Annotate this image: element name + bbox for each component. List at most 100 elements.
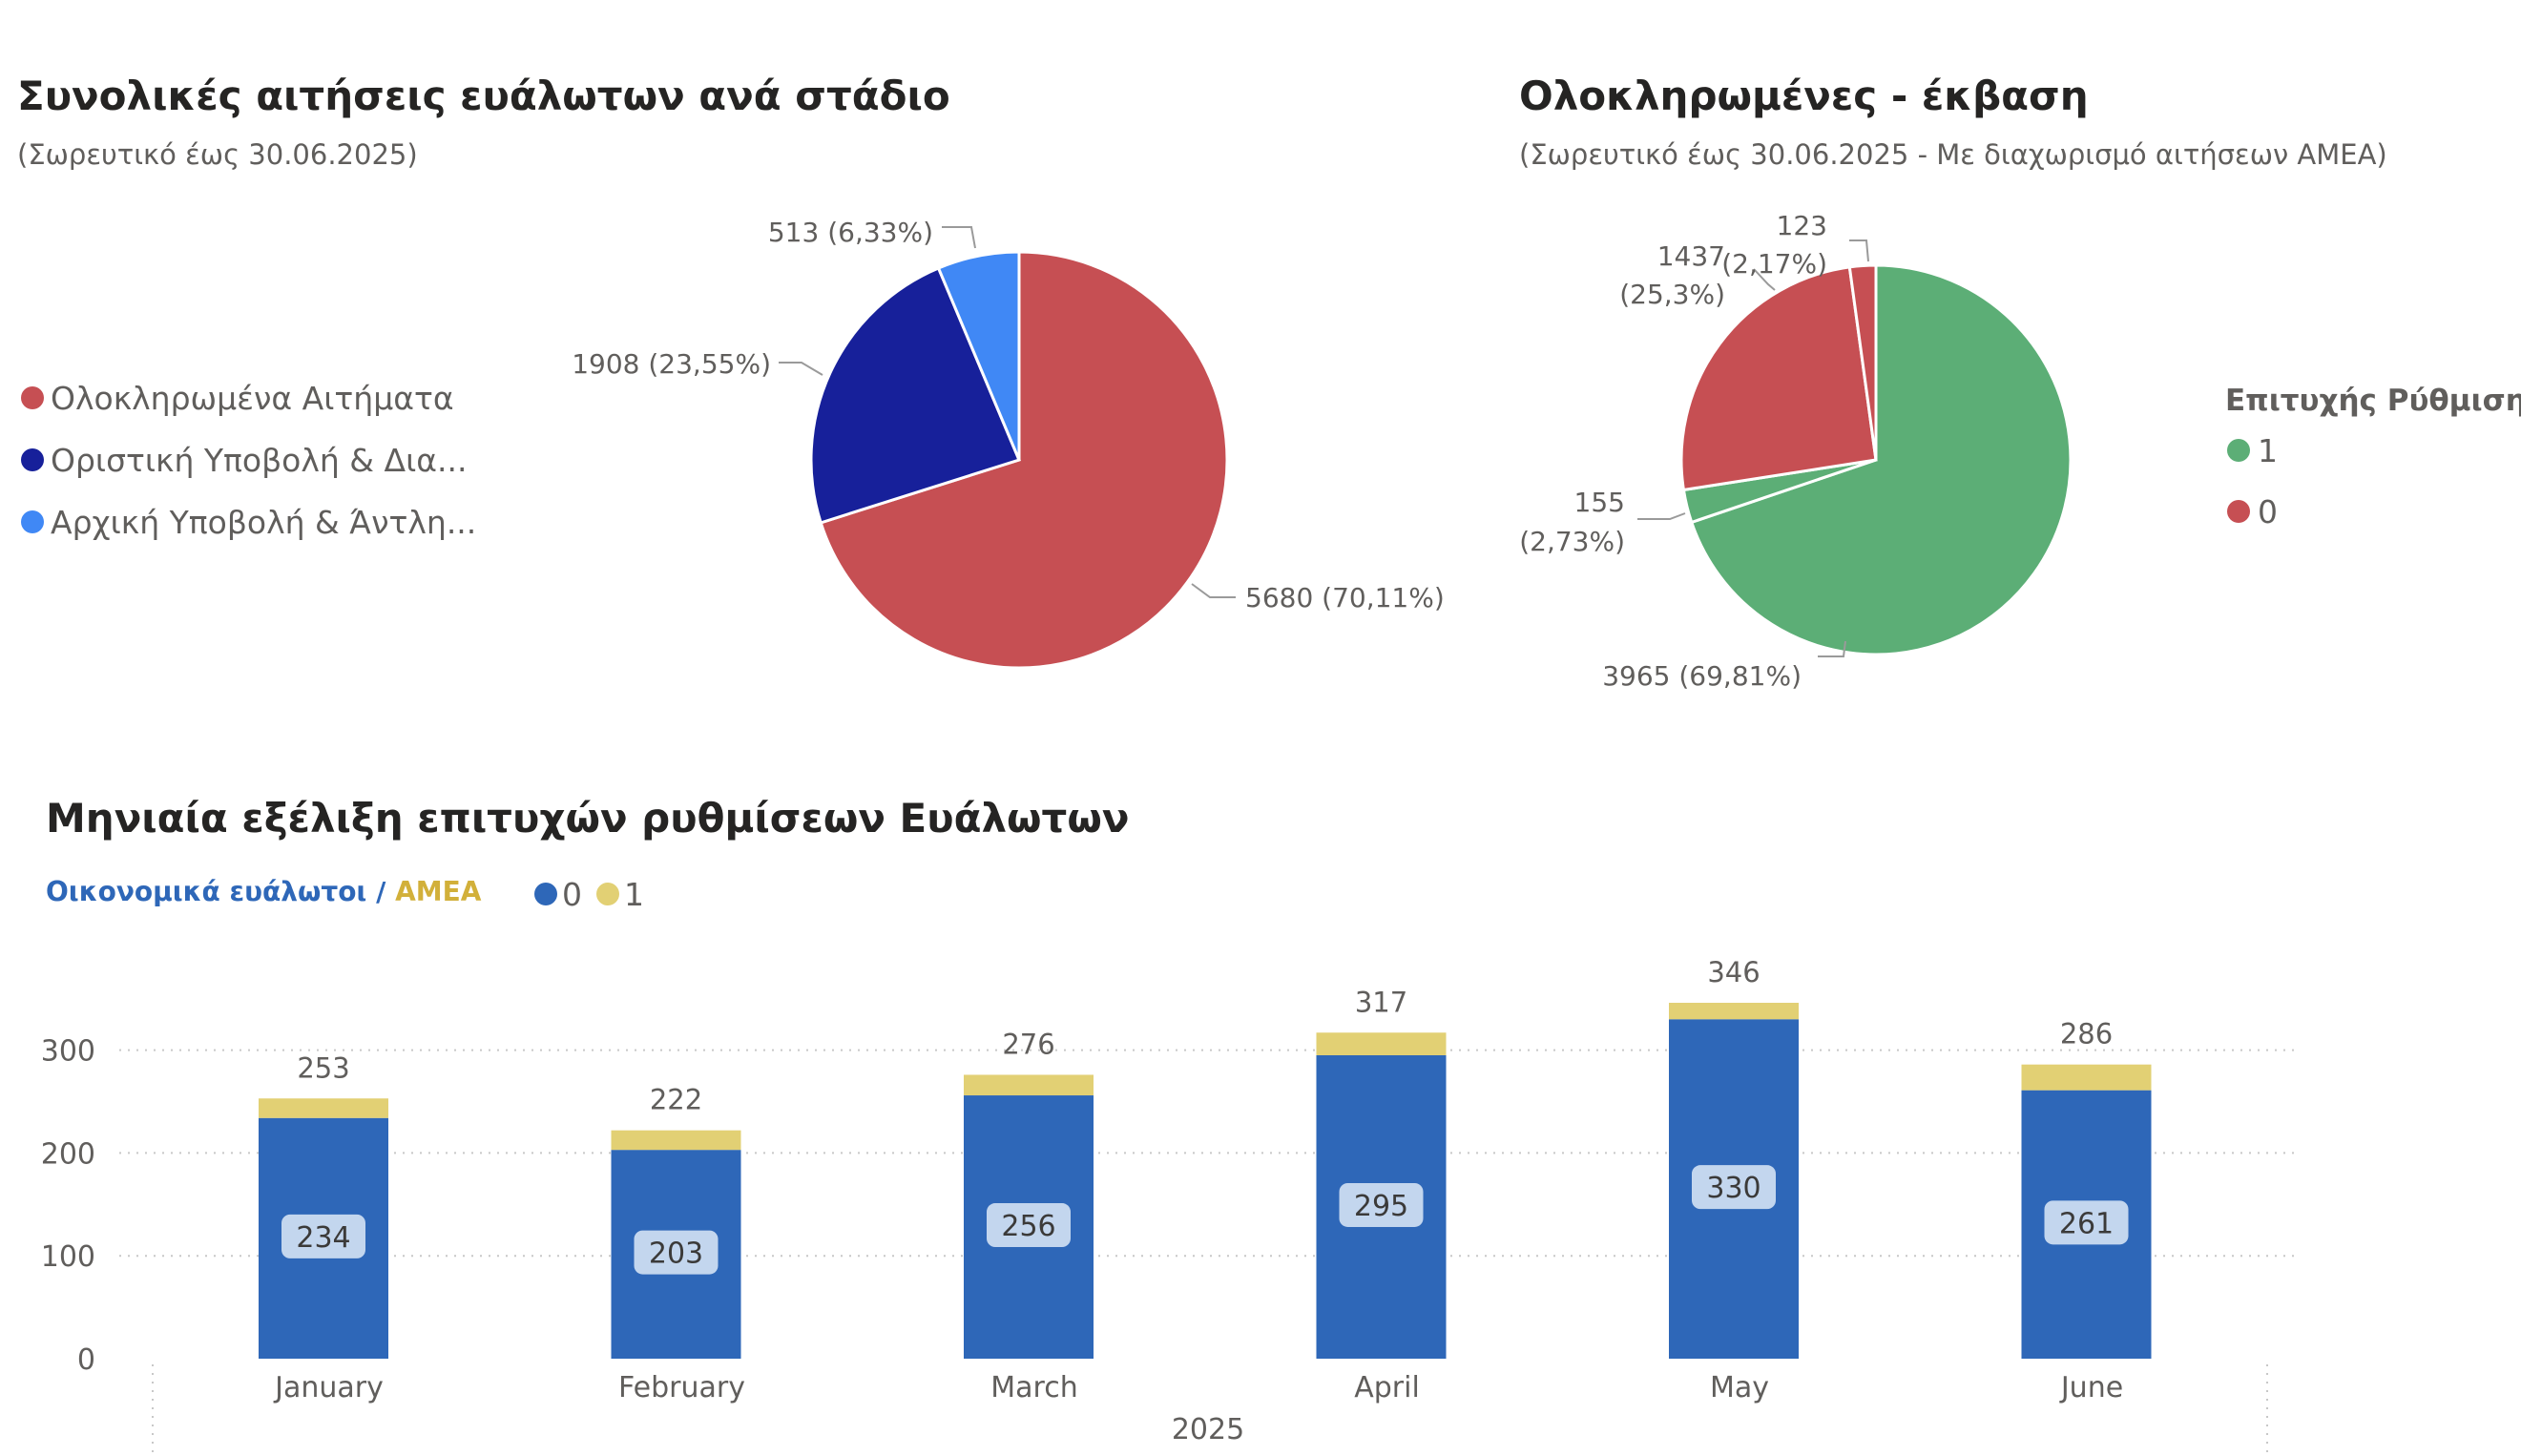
bar-series-1-june[interactable] bbox=[2021, 1064, 2152, 1091]
legend-swatch-series-1 bbox=[596, 883, 619, 905]
leader-line-success-main bbox=[1818, 640, 1846, 657]
bar-inner-label: 234 bbox=[296, 1221, 350, 1255]
left-chart-subtitle: (Σωρευτικό έως 30.06.2025) bbox=[17, 138, 418, 171]
legend-item-series-0[interactable]: 0 bbox=[534, 876, 582, 913]
legend-item-success-1[interactable]: 1 bbox=[2227, 432, 2278, 469]
bar-inner-label: 256 bbox=[1001, 1210, 1055, 1243]
y-gridlines bbox=[119, 1049, 2300, 1258]
bar-series-1-april[interactable] bbox=[1316, 1032, 1447, 1055]
right-panel: Ολοκληρωμένες - έκβαση (Σωρευτικό έως 30… bbox=[1519, 73, 2521, 692]
x-axis-year-label: 2025 bbox=[1172, 1413, 1244, 1446]
x-tick-label-may: May bbox=[1710, 1371, 1769, 1404]
legend-item-initial-submission[interactable]: Αρχική Υποβολή & Άντλη... bbox=[21, 504, 476, 541]
legend-swatch-final-submission bbox=[21, 448, 44, 471]
bar-total-label: 346 bbox=[1707, 956, 1760, 988]
bar-total-label: 317 bbox=[1355, 986, 1407, 1018]
y-tick-label: 0 bbox=[77, 1343, 95, 1377]
right-pie-chart bbox=[1679, 263, 2073, 656]
bar-inner-label: 295 bbox=[1354, 1190, 1408, 1223]
x-tick-label-january: January bbox=[273, 1371, 384, 1404]
legend-swatch-initial-submission bbox=[21, 510, 44, 533]
right-pie-labels: 3965 (69,81%) 155 (2,73%) 1437 (25,3%) 1… bbox=[1519, 210, 1869, 692]
right-pie-slice-4[interactable] bbox=[1847, 263, 1878, 461]
legend-label-success-1: 1 bbox=[2258, 432, 2278, 469]
pie-label-fail-main-pct: (25,3%) bbox=[1619, 279, 1725, 310]
legend-item-success-0[interactable]: 0 bbox=[2227, 493, 2278, 530]
right-legend-title: Επιτυχής Ρύθμιση bbox=[2225, 384, 2521, 418]
legend-swatch-completed bbox=[21, 386, 44, 409]
left-pie-chart bbox=[809, 250, 1229, 670]
bottom-chart-banner: Οικονομικά ευάλωτοι / ΑΜΕΑ bbox=[46, 876, 482, 907]
bar-total-label: 286 bbox=[2060, 1018, 2113, 1050]
bar-series-1-february[interactable] bbox=[611, 1130, 741, 1151]
bar-inner-label-box bbox=[281, 1214, 365, 1258]
y-tick-label: 200 bbox=[41, 1137, 95, 1171]
left-pie-slice-1[interactable] bbox=[819, 250, 1229, 670]
x-tick-label-march: March bbox=[990, 1371, 1077, 1404]
bottom-chart-title: Μηνιαία εξέλιξη επιτυχών ρυθμίσεων Ευάλω… bbox=[46, 795, 1129, 842]
bar-inner-label-box bbox=[987, 1203, 1071, 1248]
pie-label-completed: 5680 (70,11%) bbox=[1245, 582, 1445, 614]
pie-label-success-amea-pct: (2,73%) bbox=[1519, 526, 1625, 557]
legend-item-series-1[interactable]: 1 bbox=[596, 876, 644, 913]
bar-total-label: 276 bbox=[1002, 1028, 1054, 1060]
bar-inner-label-box bbox=[1692, 1165, 1776, 1210]
right-chart-title: Ολοκληρωμένες - έκβαση bbox=[1519, 73, 2089, 119]
y-tick-label: 100 bbox=[41, 1240, 95, 1274]
legend-swatch-success-1 bbox=[2227, 439, 2250, 462]
pie-label-fail-main-value: 1437 bbox=[1657, 240, 1725, 272]
right-legend: Επιτυχής Ρύθμιση 1 0 bbox=[2225, 384, 2521, 530]
bottom-panel: Μηνιαία εξέλιξη επιτυχών ρυθμίσεων Ευάλω… bbox=[41, 795, 2300, 1456]
pie-label-success-amea-value: 155 bbox=[1574, 487, 1625, 518]
bar-inner-label: 330 bbox=[1706, 1172, 1761, 1205]
legend-label-initial-submission: Αρχική Υποβολή & Άντλη... bbox=[51, 504, 476, 541]
pie-label-final-submission: 1908 (23,55%) bbox=[572, 348, 771, 380]
legend-item-completed[interactable]: Ολοκληρωμένα Αιτήματα bbox=[21, 380, 454, 417]
bar-series-1-january[interactable] bbox=[259, 1098, 388, 1118]
left-pie-slice-3[interactable] bbox=[936, 250, 1021, 461]
bar-series-1-may[interactable] bbox=[1669, 1003, 1799, 1020]
bottom-legend: 0 1 bbox=[534, 876, 644, 913]
bar-inner-label-box bbox=[1339, 1182, 1424, 1227]
legend-swatch-series-0 bbox=[534, 883, 557, 905]
pie-label-success-main: 3965 (69,81%) bbox=[1602, 660, 1802, 692]
leader-line-completed bbox=[1191, 583, 1236, 598]
legend-label-series-0: 0 bbox=[562, 876, 582, 913]
leader-line-initial-submission bbox=[942, 226, 976, 249]
monthly-bar-chart: 0 100 200 300 234 253 January 203 222 February 256… bbox=[41, 956, 2300, 1456]
left-pie-slice-2[interactable] bbox=[809, 266, 1022, 525]
right-chart-subtitle: (Σωρευτικό έως 30.06.2025 - Με διαχωρισμ… bbox=[1519, 138, 2387, 171]
legend-label-completed: Ολοκληρωμένα Αιτήματα bbox=[51, 380, 454, 417]
x-tick-label-april: April bbox=[1354, 1371, 1420, 1404]
left-legend: Ολοκληρωμένα Αιτήματα Οριστική Υποβολή &… bbox=[21, 380, 476, 541]
bar-inner-label-box bbox=[2044, 1200, 2129, 1245]
legend-label-final-submission: Οριστική Υποβολή & Δια... bbox=[51, 442, 467, 479]
bar-inner-label-box bbox=[634, 1230, 719, 1275]
bar-total-label: 253 bbox=[297, 1051, 349, 1084]
left-pie-labels: 5680 (70,11%) 1908 (23,55%) 513 (6,33%) bbox=[572, 217, 1445, 614]
left-chart-title: Συνολικές αιτήσεις ευάλωτων ανά στάδιο bbox=[17, 73, 950, 119]
right-pie-slice-3[interactable] bbox=[1679, 265, 1878, 492]
pie-label-fail-amea-value: 123 bbox=[1777, 210, 1827, 241]
legend-swatch-success-0 bbox=[2227, 500, 2250, 523]
bar-series-1-march[interactable] bbox=[964, 1074, 1094, 1096]
right-pie-slice-1[interactable] bbox=[1689, 263, 2073, 656]
legend-label-success-0: 0 bbox=[2258, 493, 2278, 530]
leader-line-fail-amea bbox=[1849, 239, 1869, 262]
legend-item-final-submission[interactable]: Οριστική Υποβολή & Δια... bbox=[21, 442, 467, 479]
bar-inner-label: 203 bbox=[649, 1238, 703, 1271]
legend-label-series-1: 1 bbox=[624, 876, 644, 913]
pie-label-fail-amea-pct: (2,17%) bbox=[1721, 248, 1827, 280]
x-tick-label-june: June bbox=[2059, 1371, 2123, 1404]
leader-line-success-amea bbox=[1637, 512, 1686, 520]
bar-total-label: 222 bbox=[650, 1084, 702, 1116]
left-panel: Συνολικές αιτήσεις ευάλωτων ανά στάδιο (… bbox=[17, 73, 1445, 670]
leader-line-final-submission bbox=[779, 362, 823, 376]
pie-label-initial-submission: 513 (6,33%) bbox=[768, 217, 933, 248]
leader-line-fail-main bbox=[1753, 268, 1776, 291]
bar-inner-label: 261 bbox=[2059, 1207, 2114, 1240]
banner-economic-vulnerable: Οικονομικά ευάλωτοι / bbox=[46, 876, 395, 907]
x-tick-label-february: February bbox=[618, 1371, 745, 1404]
banner-amea: ΑΜΕΑ bbox=[395, 876, 482, 907]
